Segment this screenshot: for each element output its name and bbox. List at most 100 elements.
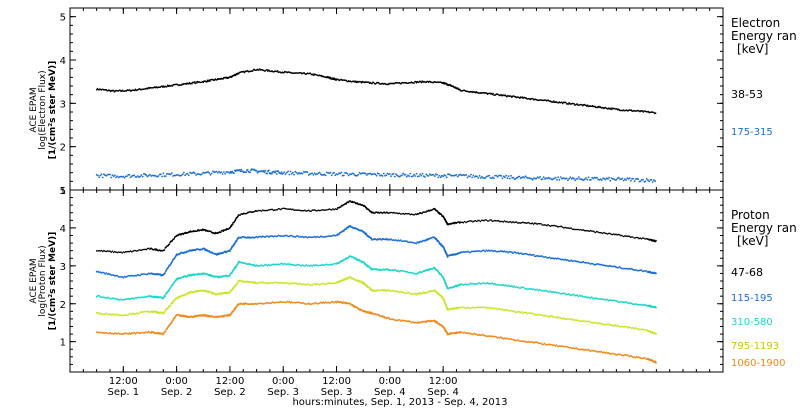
data-point: [275, 170, 277, 173]
data-point: [160, 173, 162, 176]
data-point: [109, 250, 111, 252]
data-point: [421, 212, 423, 215]
data-point: [162, 172, 165, 175]
data-point: [527, 177, 529, 180]
data-point: [548, 224, 551, 227]
data-point: [295, 171, 298, 174]
data-point: [168, 243, 171, 246]
data-point: [133, 174, 136, 177]
data-point: [414, 80, 417, 83]
data-point: [553, 100, 555, 102]
data-point: [378, 173, 380, 175]
data-point: [267, 169, 270, 172]
data-point: [639, 237, 641, 239]
data-point: [129, 89, 131, 91]
data-point: [193, 172, 196, 175]
data-point: [121, 252, 123, 254]
data-point: [520, 222, 523, 224]
data-point: [233, 172, 235, 175]
data-point: [484, 282, 486, 285]
data-point: [191, 83, 193, 85]
data-point: [490, 219, 493, 221]
data-point: [288, 173, 291, 176]
data-point: [238, 72, 240, 75]
data-point: [593, 231, 595, 233]
data-point: [305, 284, 308, 286]
data-point: [164, 330, 167, 332]
data-point: [392, 172, 395, 175]
data-point: [138, 249, 140, 251]
data-point: [521, 221, 524, 224]
data-point: [600, 298, 603, 300]
data-point: [231, 170, 234, 173]
data-point: [638, 237, 640, 240]
proton-legend: Proton Energy ran [keV] 47-68 115-195 31…: [731, 208, 797, 369]
data-point: [123, 251, 126, 254]
data-point: [569, 227, 571, 230]
data-point: [514, 221, 517, 223]
data-point: [139, 175, 142, 178]
data-point: [576, 294, 579, 297]
data-point: [406, 213, 408, 215]
data-point: [101, 176, 104, 179]
data-point: [127, 333, 130, 335]
data-point: [535, 222, 537, 225]
data-point: [563, 227, 565, 229]
data-point: [484, 176, 487, 179]
data-point: [116, 313, 119, 316]
data-point: [587, 230, 589, 232]
data-point: [632, 326, 634, 329]
data-point: [360, 80, 362, 83]
data-point: [255, 210, 258, 212]
data-point: [106, 250, 109, 252]
data-point: [347, 201, 350, 204]
x-tick-time-label: 12:00: [216, 376, 245, 387]
data-point: [436, 173, 438, 176]
data-point: [313, 74, 315, 77]
data-point: [541, 314, 543, 316]
data-point: [535, 177, 538, 180]
data-point: [415, 82, 418, 84]
data-point: [283, 207, 286, 210]
data-point: [609, 232, 611, 235]
data-point: [138, 312, 141, 315]
data-point: [157, 175, 160, 177]
data-point: [262, 264, 265, 267]
data-point: [604, 232, 606, 235]
data-point: [336, 173, 339, 176]
data-point: [567, 103, 570, 105]
data-point: [390, 238, 392, 241]
data-point: [97, 250, 99, 252]
data-point: [120, 251, 122, 253]
data-point: [136, 296, 139, 299]
data-point: [581, 295, 583, 297]
data-point: [623, 235, 626, 237]
data-point: [105, 272, 108, 274]
data-point: [561, 102, 564, 105]
data-point: [542, 343, 545, 346]
data-point: [112, 89, 115, 92]
data-point: [300, 210, 303, 212]
data-point: [398, 319, 401, 321]
data-point: [113, 174, 116, 177]
data-point: [329, 76, 332, 79]
data-point: [530, 177, 533, 180]
data-point: [543, 342, 546, 345]
data-point: [100, 173, 103, 176]
data-point: [201, 173, 204, 175]
data-point: [355, 80, 357, 82]
data-point: [128, 332, 131, 334]
data-point: [494, 219, 496, 222]
data-point: [311, 172, 314, 175]
data-point: [497, 219, 500, 222]
data-point: [407, 212, 409, 215]
data-point: [229, 292, 231, 294]
data-point: [410, 321, 413, 324]
data-point: [540, 222, 542, 225]
data-point: [604, 178, 607, 181]
data-point: [299, 282, 302, 285]
data-point: [632, 177, 635, 180]
data-point: [655, 332, 657, 335]
data-point: [257, 210, 259, 212]
data-point: [293, 209, 295, 211]
